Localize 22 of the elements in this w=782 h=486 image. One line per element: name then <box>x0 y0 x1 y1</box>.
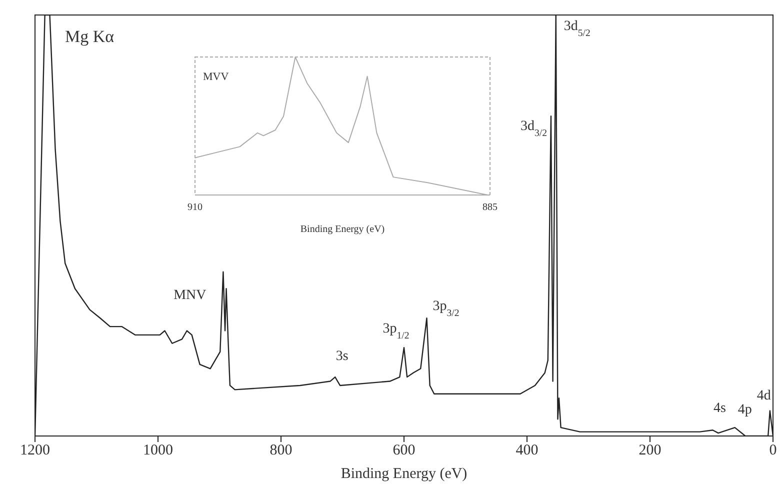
annotation: 4d <box>756 388 771 404</box>
annotation: 4p <box>738 402 752 418</box>
x-axis-title: Binding Energy (eV) <box>300 224 385 235</box>
annotation: MVV <box>203 71 229 83</box>
annotation: Mg Kα <box>65 27 114 47</box>
x-tick-label: 400 <box>516 442 538 459</box>
x-tick-label: 1000 <box>143 442 173 459</box>
annotation: 4s <box>714 401 726 416</box>
annotation: 3d$_{5/2}$ <box>564 19 591 38</box>
x-tick-label: 1200 <box>20 442 50 459</box>
annotation: 3s <box>336 349 348 364</box>
x-tick-label: 910 <box>188 202 202 214</box>
annotation: 3p$_{1/2}$ <box>382 322 410 342</box>
annotation: MNV <box>174 288 206 303</box>
x-tick-label: 600 <box>392 442 416 459</box>
x-tick-label: 200 <box>638 442 662 459</box>
x-tick-label: 0 <box>769 442 777 459</box>
annotation: 3p$_{3/2}$ <box>432 299 460 319</box>
annotation: 3d$_{3/2}$ <box>520 119 548 139</box>
x-tick-label: 800 <box>270 442 292 459</box>
x-tick-label: 885 <box>482 202 498 214</box>
x-axis-title: Binding Energy (eV) <box>340 466 468 482</box>
